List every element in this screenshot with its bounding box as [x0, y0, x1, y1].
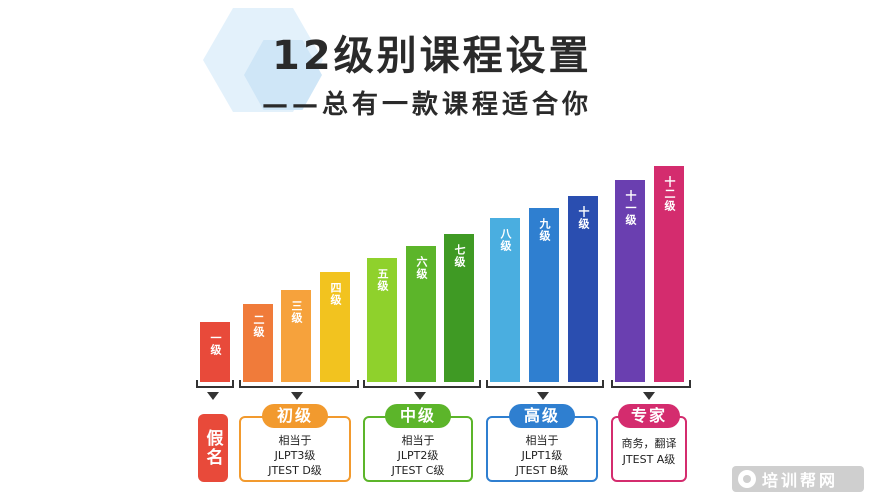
advanced-line2: JLPT1级	[521, 449, 563, 462]
level-label: 三级	[290, 300, 303, 324]
intermediate-line3: JTEST C级	[391, 464, 445, 477]
advanced-box: 相当于 JLPT1级 JTEST B级	[486, 416, 598, 482]
level-label: 十一级	[624, 190, 637, 226]
group-bracket-beginner	[239, 380, 359, 388]
level-label: 七级	[453, 244, 466, 268]
beginner-box: 相当于 JLPT3级 JTEST D级	[239, 416, 351, 482]
advanced-line1: 相当于	[525, 434, 559, 447]
arrow-down-icon	[291, 392, 303, 400]
level-bar-10: 十级	[568, 196, 598, 382]
arrow-down-icon	[414, 392, 426, 400]
watermark: 培训帮网	[732, 466, 864, 492]
arrow-down-icon	[643, 392, 655, 400]
level-label: 十二级	[663, 176, 676, 212]
level-bar-2: 二级	[243, 304, 273, 382]
kana-label: 假名	[202, 429, 223, 467]
group-bracket-intermediate	[363, 380, 481, 388]
level-bar-5: 五级	[367, 258, 397, 382]
level-label: 一级	[209, 332, 222, 356]
level-bar-3: 三级	[281, 290, 311, 382]
level-bar-8: 八级	[490, 218, 520, 382]
intermediate-line2: JLPT2级	[397, 449, 439, 462]
beginner-line3: JTEST D级	[268, 464, 322, 477]
intermediate-title: 中级	[385, 404, 451, 428]
logo-icon	[738, 470, 756, 488]
group-bracket-expert	[611, 380, 691, 388]
level-label: 九级	[538, 218, 551, 242]
group-bracket-advanced	[486, 380, 604, 388]
kana-badge: 假名	[198, 414, 228, 482]
arrow-down-icon	[537, 392, 549, 400]
beginner-line1: 相当于	[278, 434, 312, 447]
expert-line1: 商务，翻译	[621, 437, 677, 450]
expert-box: 商务，翻译 JTEST A级	[611, 416, 687, 482]
intermediate-line1: 相当于	[401, 434, 435, 447]
level-bar-7: 七级	[444, 234, 474, 382]
beginner-title: 初级	[262, 404, 328, 428]
level-bar-9: 九级	[529, 208, 559, 382]
level-label: 五级	[376, 268, 389, 292]
level-label: 十级	[577, 206, 590, 230]
level-label: 二级	[252, 314, 265, 338]
level-bar-1: 一级	[200, 322, 230, 382]
level-label: 六级	[415, 256, 428, 280]
page-title: 12级别课程设置	[272, 33, 592, 79]
level-label: 八级	[499, 228, 512, 252]
beginner-line2: JLPT3级	[274, 449, 316, 462]
advanced-title: 高级	[509, 404, 575, 428]
level-bar-12: 十二级	[654, 166, 684, 382]
expert-title: 专家	[618, 404, 680, 428]
level-bar-4: 四级	[320, 272, 350, 382]
level-label: 四级	[329, 282, 342, 306]
expert-line2: JTEST A级	[622, 453, 676, 466]
level-bar-11: 十一级	[615, 180, 645, 382]
arrow-down-icon	[207, 392, 219, 400]
advanced-line3: JTEST B级	[515, 464, 569, 477]
group-bracket-kana	[196, 380, 234, 388]
page-subtitle: ——总有一款课程适合你	[262, 90, 593, 120]
watermark-text: 培训帮网	[762, 471, 839, 490]
level-bar-6: 六级	[406, 246, 436, 382]
